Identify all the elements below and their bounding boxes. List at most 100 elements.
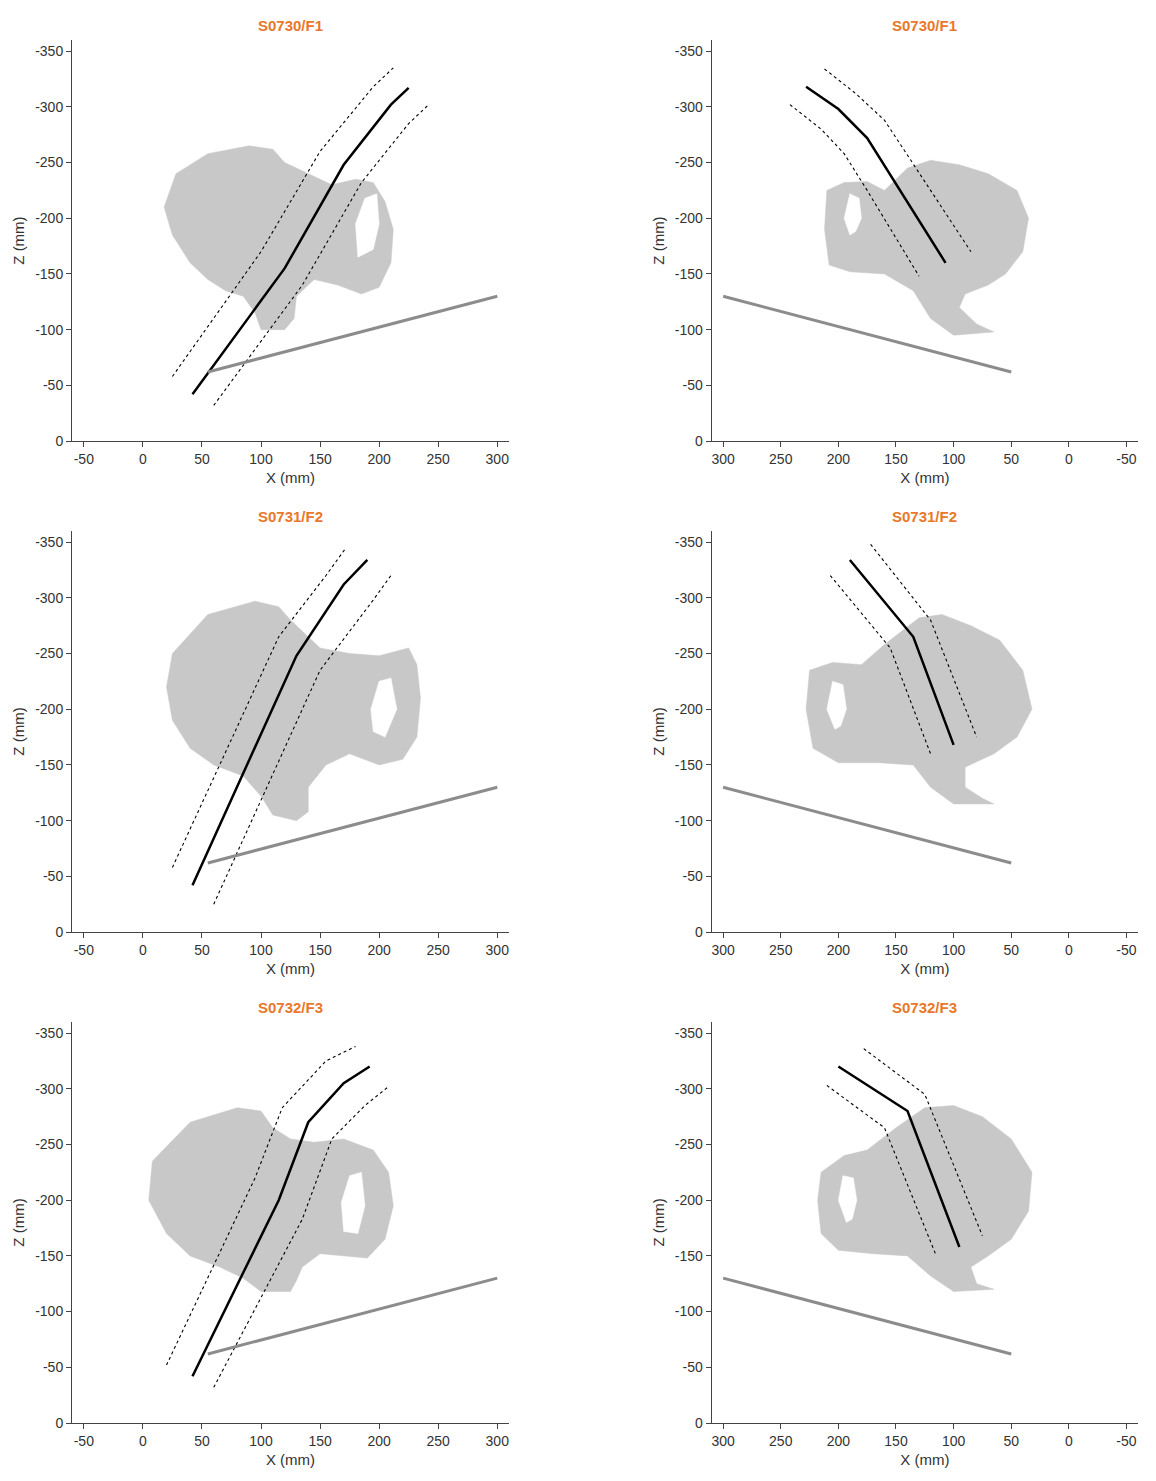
svg-text:-350: -350 xyxy=(675,43,703,59)
svg-text:150: 150 xyxy=(308,451,332,467)
svg-text:0: 0 xyxy=(1065,942,1073,958)
svg-text:300: 300 xyxy=(486,942,510,958)
svg-text:0: 0 xyxy=(695,924,703,940)
svg-text:-250: -250 xyxy=(675,154,703,170)
svg-text:-50: -50 xyxy=(74,942,94,958)
svg-text:-50: -50 xyxy=(43,868,63,884)
svg-text:300: 300 xyxy=(486,1433,510,1449)
svg-text:-300: -300 xyxy=(675,1081,703,1097)
svg-text:X (mm): X (mm) xyxy=(266,469,315,486)
svg-text:-150: -150 xyxy=(675,757,703,773)
svg-text:-50: -50 xyxy=(43,1359,63,1375)
svg-text:0: 0 xyxy=(695,433,703,449)
svg-text:-300: -300 xyxy=(35,590,63,606)
svg-text:-100: -100 xyxy=(35,813,63,829)
svg-text:-150: -150 xyxy=(35,757,63,773)
svg-text:250: 250 xyxy=(427,451,451,467)
svg-text:X (mm): X (mm) xyxy=(900,1451,949,1468)
svg-text:100: 100 xyxy=(249,451,273,467)
svg-text:-100: -100 xyxy=(35,1303,63,1319)
svg-text:300: 300 xyxy=(486,451,510,467)
svg-text:200: 200 xyxy=(827,1433,851,1449)
svg-text:-250: -250 xyxy=(35,154,63,170)
svg-text:X (mm): X (mm) xyxy=(266,960,315,977)
svg-text:200: 200 xyxy=(367,1433,391,1449)
svg-text:0: 0 xyxy=(695,1415,703,1431)
svg-text:X (mm): X (mm) xyxy=(900,469,949,486)
svg-text:0: 0 xyxy=(55,924,63,940)
svg-text:150: 150 xyxy=(884,942,908,958)
svg-text:50: 50 xyxy=(1003,1433,1019,1449)
svg-text:-100: -100 xyxy=(675,1303,703,1319)
svg-text:-50: -50 xyxy=(683,377,703,393)
svg-text:300: 300 xyxy=(711,451,735,467)
svg-text:-350: -350 xyxy=(35,1025,63,1041)
svg-text:150: 150 xyxy=(308,942,332,958)
svg-text:50: 50 xyxy=(1003,942,1019,958)
svg-text:0: 0 xyxy=(1065,1433,1073,1449)
svg-text:0: 0 xyxy=(139,451,147,467)
svg-text:0: 0 xyxy=(139,1433,147,1449)
svg-text:100: 100 xyxy=(249,1433,273,1449)
svg-text:250: 250 xyxy=(769,451,793,467)
svg-text:-50: -50 xyxy=(1116,1433,1136,1449)
svg-text:0: 0 xyxy=(55,1415,63,1431)
svg-text:S0731/F2: S0731/F2 xyxy=(258,508,323,525)
svg-text:300: 300 xyxy=(711,942,735,958)
svg-text:-300: -300 xyxy=(35,99,63,115)
svg-text:0: 0 xyxy=(55,433,63,449)
svg-text:-300: -300 xyxy=(675,590,703,606)
svg-text:Z (mm): Z (mm) xyxy=(650,1198,667,1246)
svg-text:50: 50 xyxy=(194,451,210,467)
svg-text:-100: -100 xyxy=(35,322,63,338)
svg-text:-300: -300 xyxy=(675,99,703,115)
svg-text:Z (mm): Z (mm) xyxy=(650,707,667,755)
svg-text:Z (mm): Z (mm) xyxy=(650,216,667,264)
svg-text:200: 200 xyxy=(827,451,851,467)
svg-text:250: 250 xyxy=(427,942,451,958)
svg-text:-200: -200 xyxy=(35,210,63,226)
svg-text:X (mm): X (mm) xyxy=(266,1451,315,1468)
svg-text:-200: -200 xyxy=(675,701,703,717)
svg-text:50: 50 xyxy=(194,1433,210,1449)
svg-text:-150: -150 xyxy=(675,1248,703,1264)
svg-text:100: 100 xyxy=(942,1433,966,1449)
svg-text:-250: -250 xyxy=(35,1136,63,1152)
svg-text:-50: -50 xyxy=(74,1433,94,1449)
svg-text:Z (mm): Z (mm) xyxy=(10,1198,27,1246)
svg-text:-300: -300 xyxy=(35,1081,63,1097)
svg-text:-50: -50 xyxy=(1116,942,1136,958)
svg-text:200: 200 xyxy=(827,942,851,958)
svg-text:300: 300 xyxy=(711,1433,735,1449)
svg-text:S0732/F3: S0732/F3 xyxy=(258,999,323,1016)
svg-text:-50: -50 xyxy=(683,868,703,884)
svg-text:150: 150 xyxy=(884,1433,908,1449)
svg-text:-150: -150 xyxy=(35,1248,63,1264)
svg-text:-100: -100 xyxy=(675,813,703,829)
svg-text:-350: -350 xyxy=(675,534,703,550)
svg-text:0: 0 xyxy=(139,942,147,958)
svg-text:-250: -250 xyxy=(675,645,703,661)
svg-text:-50: -50 xyxy=(43,377,63,393)
svg-text:-200: -200 xyxy=(675,210,703,226)
svg-text:-50: -50 xyxy=(683,1359,703,1375)
svg-text:-50: -50 xyxy=(74,451,94,467)
svg-text:-200: -200 xyxy=(35,1192,63,1208)
svg-text:-200: -200 xyxy=(675,1192,703,1208)
svg-text:250: 250 xyxy=(769,942,793,958)
svg-text:S0730/F1: S0730/F1 xyxy=(892,17,957,34)
svg-text:Z (mm): Z (mm) xyxy=(10,216,27,264)
svg-text:-150: -150 xyxy=(675,266,703,282)
svg-text:100: 100 xyxy=(942,942,966,958)
svg-text:200: 200 xyxy=(367,942,391,958)
svg-text:100: 100 xyxy=(249,942,273,958)
svg-text:250: 250 xyxy=(769,1433,793,1449)
svg-text:50: 50 xyxy=(194,942,210,958)
svg-text:-50: -50 xyxy=(1116,451,1136,467)
svg-text:200: 200 xyxy=(367,451,391,467)
svg-text:-150: -150 xyxy=(35,266,63,282)
svg-text:Z (mm): Z (mm) xyxy=(10,707,27,755)
svg-text:250: 250 xyxy=(427,1433,451,1449)
svg-text:-250: -250 xyxy=(675,1136,703,1152)
svg-text:S0731/F2: S0731/F2 xyxy=(892,508,957,525)
